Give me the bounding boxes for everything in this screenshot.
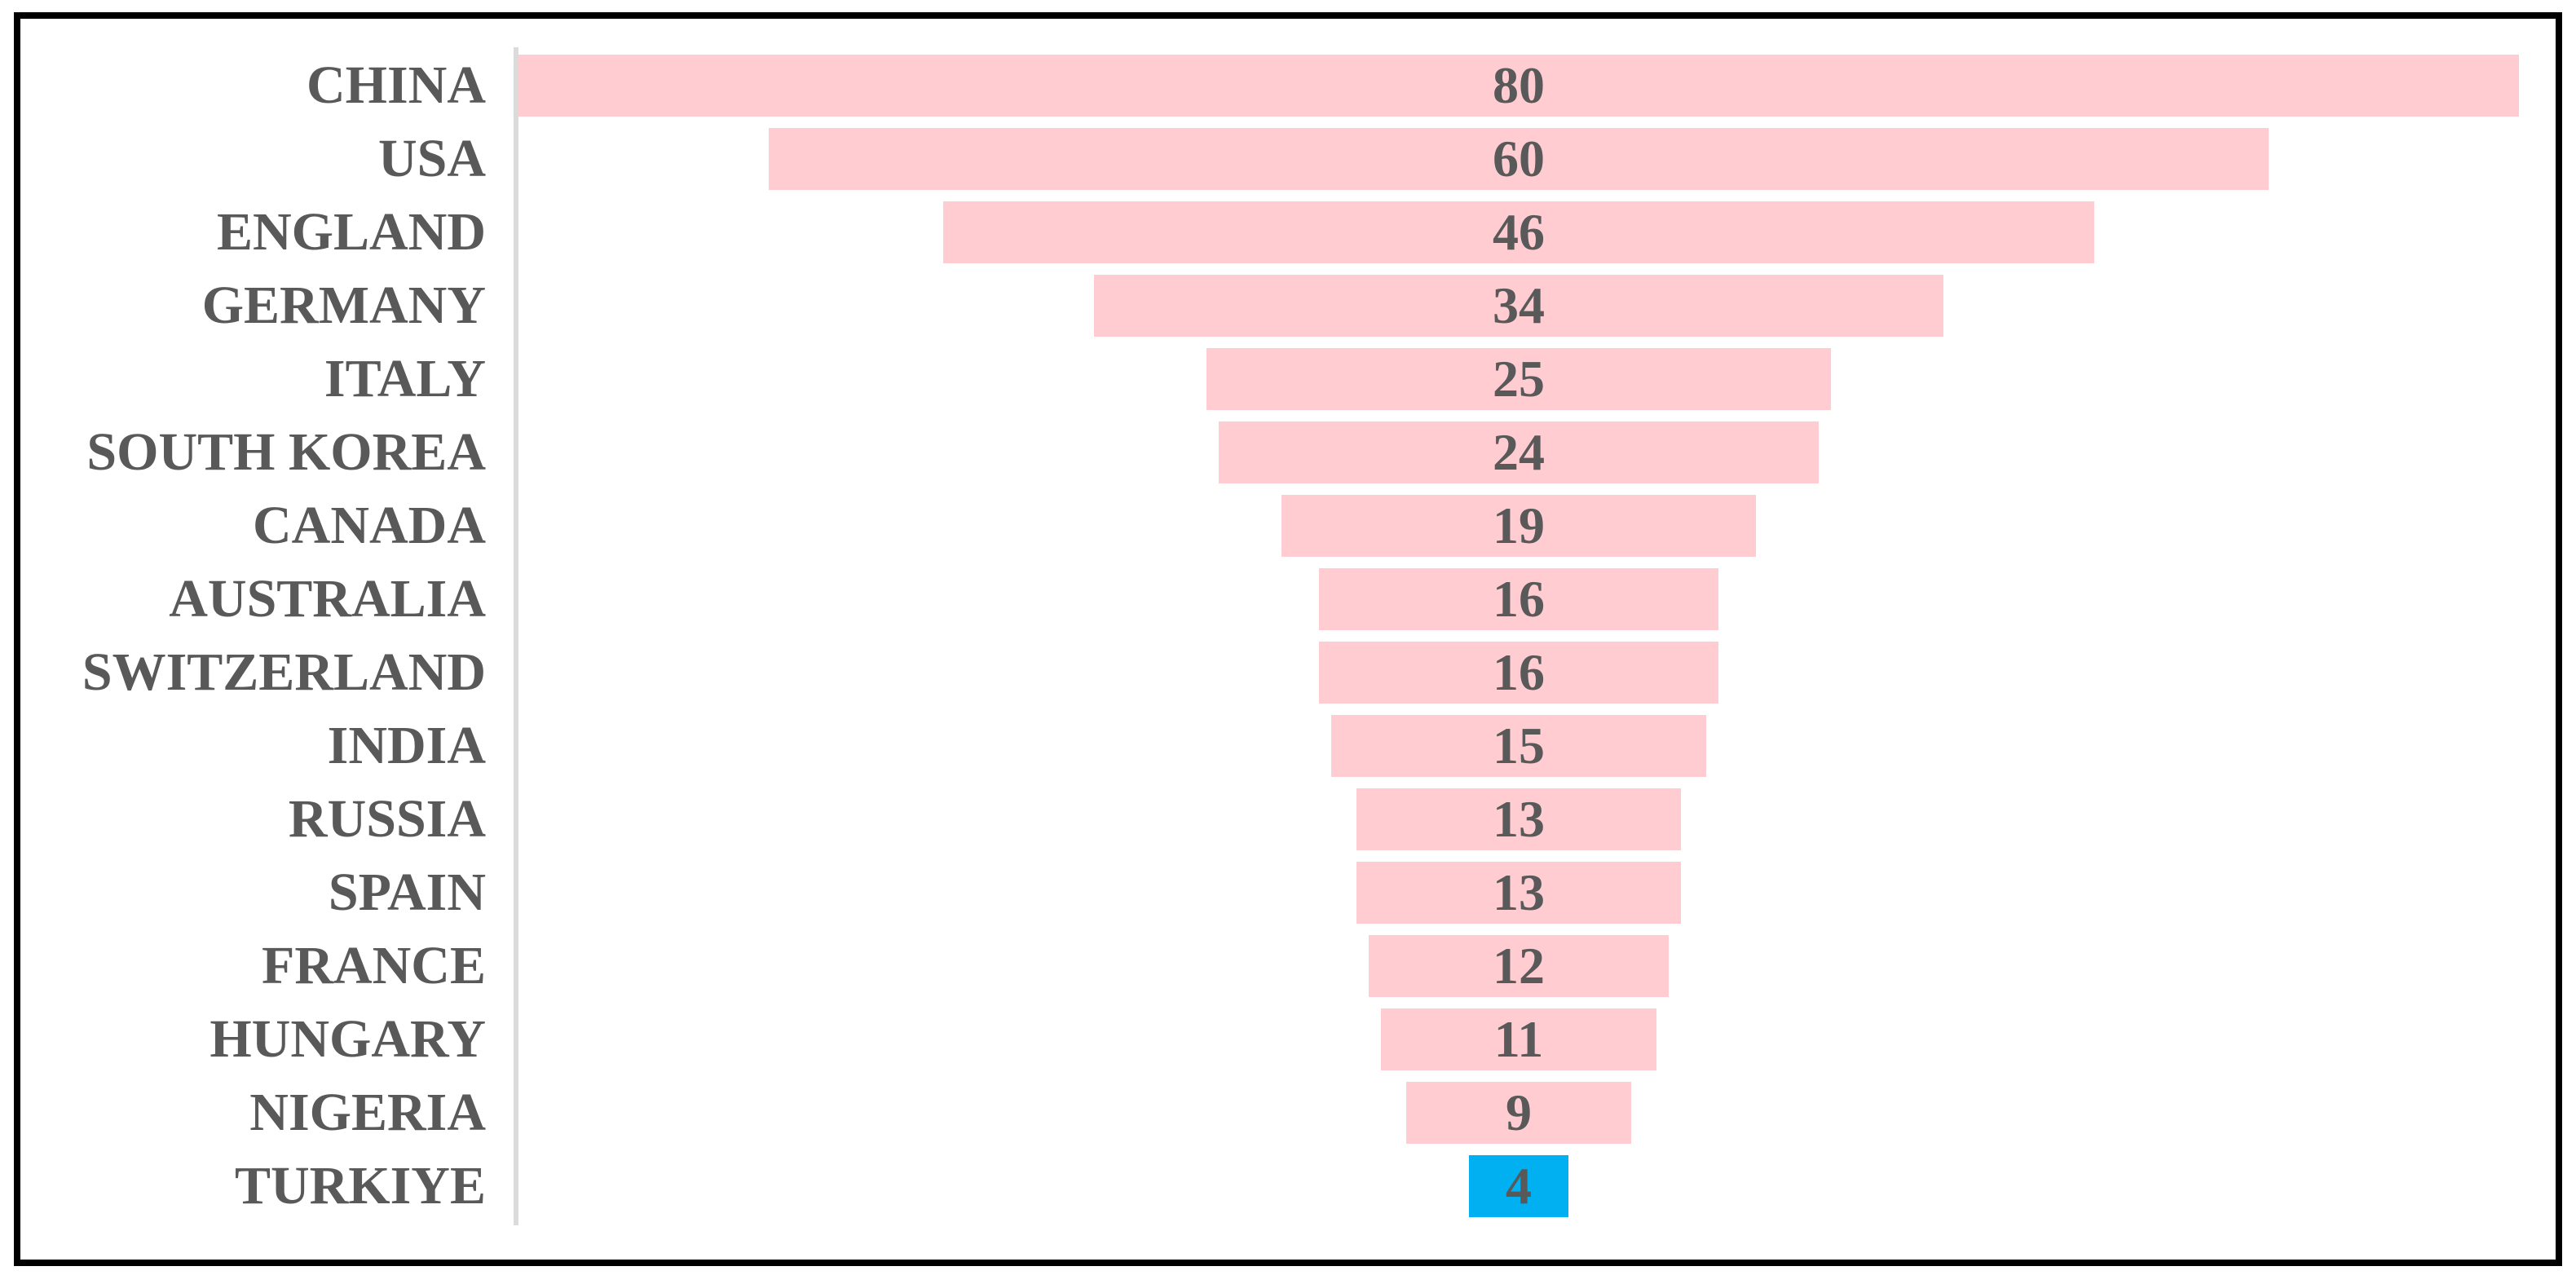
value-label: 13 — [1492, 790, 1545, 848]
bar-area: 80 — [518, 49, 2519, 122]
value-label: 19 — [1493, 496, 1545, 554]
value-label: 16 — [1492, 570, 1545, 628]
value-label: 34 — [1493, 276, 1545, 334]
bar: 25 — [1206, 348, 1832, 410]
bar-area: 16 — [518, 636, 2519, 709]
bar-area: 12 — [518, 929, 2519, 1003]
bar: 60 — [768, 128, 2269, 190]
bar: 13 — [1356, 788, 1682, 850]
category-label: FRANCE — [262, 936, 486, 995]
category-label: ENGLAND — [216, 202, 486, 262]
value-label: 46 — [1492, 203, 1545, 261]
chart-row: GERMANY 34 — [20, 269, 2519, 342]
chart-row: SPAIN 13 — [20, 856, 2519, 929]
bar: 46 — [943, 201, 2094, 263]
bar-area: 16 — [518, 563, 2519, 636]
bar: 4 — [1468, 1155, 1569, 1217]
chart-row: ENGLAND 46 — [20, 196, 2519, 269]
bar: 16 — [1318, 568, 1719, 630]
bar-area: 13 — [518, 856, 2519, 929]
value-label: 16 — [1492, 643, 1545, 701]
category-label: HUNGARY — [210, 1009, 486, 1069]
value-label: 13 — [1492, 863, 1545, 921]
chart-row: NIGERIA 9 — [20, 1076, 2519, 1149]
chart-row: TURKIYE 4 — [20, 1149, 2519, 1223]
value-label: 11 — [1493, 1010, 1544, 1068]
category-label: SWITZERLAND — [82, 642, 486, 702]
bar: 19 — [1281, 495, 1757, 557]
bar-area: 11 — [518, 1003, 2519, 1076]
category-axis-line — [514, 47, 518, 1225]
category-label: CANADA — [253, 496, 486, 555]
bar-area: 4 — [518, 1149, 2519, 1223]
bar: 34 — [1093, 275, 1944, 337]
value-label: 12 — [1493, 937, 1545, 995]
chart-row: USA 60 — [20, 122, 2519, 196]
chart-row: CANADA 19 — [20, 489, 2519, 563]
bar: 80 — [518, 55, 2519, 117]
value-label: 60 — [1493, 130, 1545, 188]
chart-row: ITALY 25 — [20, 342, 2519, 416]
category-label: SPAIN — [328, 863, 486, 922]
category-label: CHINA — [306, 55, 486, 115]
category-label: GERMANY — [201, 276, 486, 335]
chart-row: CHINA 80 — [20, 49, 2519, 122]
chart-row: SWITZERLAND 16 — [20, 636, 2519, 709]
category-label: TURKIYE — [234, 1156, 486, 1216]
bar-area: 34 — [518, 269, 2519, 342]
bar: 11 — [1381, 1008, 1656, 1070]
bar-area: 9 — [518, 1076, 2519, 1149]
chart-row: RUSSIA 13 — [20, 783, 2519, 856]
value-label: 25 — [1493, 350, 1545, 408]
bar-area: 60 — [518, 122, 2519, 196]
bar-area: 13 — [518, 783, 2519, 856]
chart-frame: CHINA 80 USA 60 ENGLAND 46 GERMANY 34 ITALY 25 SOU… — [14, 12, 2562, 1266]
bar-area: 19 — [518, 489, 2519, 563]
chart-row: HUNGARY 11 — [20, 1003, 2519, 1076]
bar: 13 — [1356, 862, 1682, 924]
category-label: AUSTRALIA — [169, 569, 486, 629]
bar-rows-container: CHINA 80 USA 60 ENGLAND 46 GERMANY 34 ITALY 25 SOU… — [20, 49, 2519, 1223]
chart-row: INDIA 15 — [20, 709, 2519, 783]
value-label: 80 — [1493, 56, 1545, 114]
bar-area: 25 — [518, 342, 2519, 416]
category-label: SOUTH KOREA — [86, 422, 486, 482]
bar-area: 24 — [518, 416, 2519, 489]
chart-row: FRANCE 12 — [20, 929, 2519, 1003]
chart-row: AUSTRALIA 16 — [20, 563, 2519, 636]
category-label: INDIA — [327, 716, 486, 775]
bar: 16 — [1318, 642, 1719, 704]
category-label: ITALY — [324, 349, 486, 408]
chart-row: SOUTH KOREA 24 — [20, 416, 2519, 489]
value-label: 9 — [1506, 1083, 1532, 1141]
category-label: NIGERIA — [249, 1083, 486, 1142]
bar-area: 46 — [518, 196, 2519, 269]
bar: 24 — [1218, 421, 1820, 483]
bar: 15 — [1330, 715, 1707, 777]
category-label: RUSSIA — [288, 789, 486, 849]
bar-area: 15 — [518, 709, 2519, 783]
value-label: 4 — [1506, 1157, 1532, 1215]
bar: 9 — [1405, 1082, 1632, 1144]
value-label: 15 — [1493, 717, 1545, 774]
bar: 12 — [1368, 935, 1670, 997]
value-label: 24 — [1493, 423, 1545, 481]
category-label: USA — [377, 129, 486, 188]
